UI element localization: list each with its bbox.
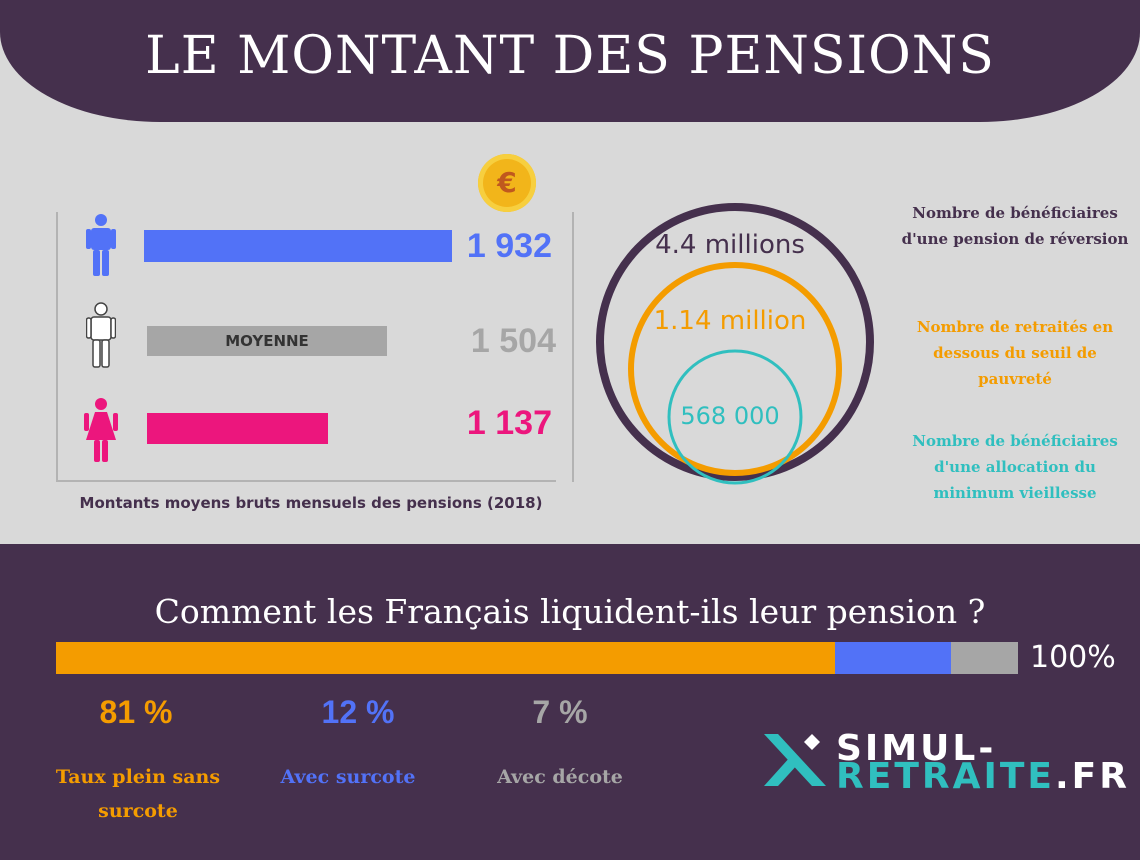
circle-poverty — [628, 262, 842, 476]
pct-full-rate: 81 % — [99, 694, 173, 730]
logo-text-suffix: .FR — [1055, 756, 1130, 797]
segment-surcharge — [835, 642, 951, 674]
bar-average: MOYENNE — [147, 326, 387, 356]
legend-minimum-old-age: Nombre de bénéficiaires d'une allocation… — [912, 432, 1118, 502]
stacked-chart-title: Comment les Français liquident-ils leur … — [154, 592, 986, 631]
pct-discount: 7 % — [532, 694, 588, 730]
man-icon — [86, 214, 116, 276]
logo-text-main: RETRAITE — [836, 756, 1055, 797]
legend-survivor-pension: Nombre de bénéficiaires d'une pension de… — [901, 204, 1129, 248]
ring-label-poverty: 1.14 million — [653, 306, 807, 336]
value-label-women: 1 137 — [466, 404, 552, 442]
segment-full-rate — [56, 642, 836, 674]
ring-label-minimum-old-age: 568 000 — [680, 402, 780, 430]
logo-text-line2: RETRAITE.FR — [836, 756, 1130, 797]
circle-survivor-pension — [596, 203, 874, 481]
ring-label-survivor-pension: 4.4 millions — [655, 230, 805, 260]
euro-coin-icon: € — [478, 154, 536, 212]
bar-chart-caption: Montants moyens bruts mensuels des pensi… — [79, 494, 543, 512]
circle-minimum-old-age — [667, 349, 803, 485]
label-discount: Avec décote — [497, 766, 623, 788]
nested-circles-chart — [596, 203, 874, 485]
bar-women — [147, 413, 328, 444]
bar-average-label: MOYENNE — [225, 332, 309, 350]
header-banner — [0, 0, 1140, 122]
section-divider — [572, 212, 574, 482]
stacked-total-label: 100% — [1030, 640, 1116, 675]
page-title: LE MONTANT DES PENSIONS — [145, 26, 995, 86]
logo-text-line1: SIMUL- — [836, 728, 997, 769]
label-full-rate: Taux plein sans surcote — [55, 766, 221, 822]
person-icon — [86, 302, 116, 368]
bottom-panel — [0, 544, 1140, 860]
value-label-average: 1 504 — [470, 322, 556, 360]
bar-chart-y-axis — [56, 212, 58, 480]
label-surcharge: Avec surcote — [280, 766, 416, 788]
bar-men — [144, 230, 452, 262]
legend-poverty: Nombre de retraités en dessous du seuil … — [916, 318, 1114, 388]
segment-discount — [950, 642, 1018, 674]
value-label-men: 1 932 — [466, 227, 552, 265]
x-arrow-logo-icon — [764, 734, 826, 786]
bar-chart-x-axis — [56, 480, 556, 482]
woman-icon — [84, 398, 118, 462]
stacked-bar — [56, 642, 1018, 674]
pct-surcharge: 12 % — [321, 694, 395, 730]
